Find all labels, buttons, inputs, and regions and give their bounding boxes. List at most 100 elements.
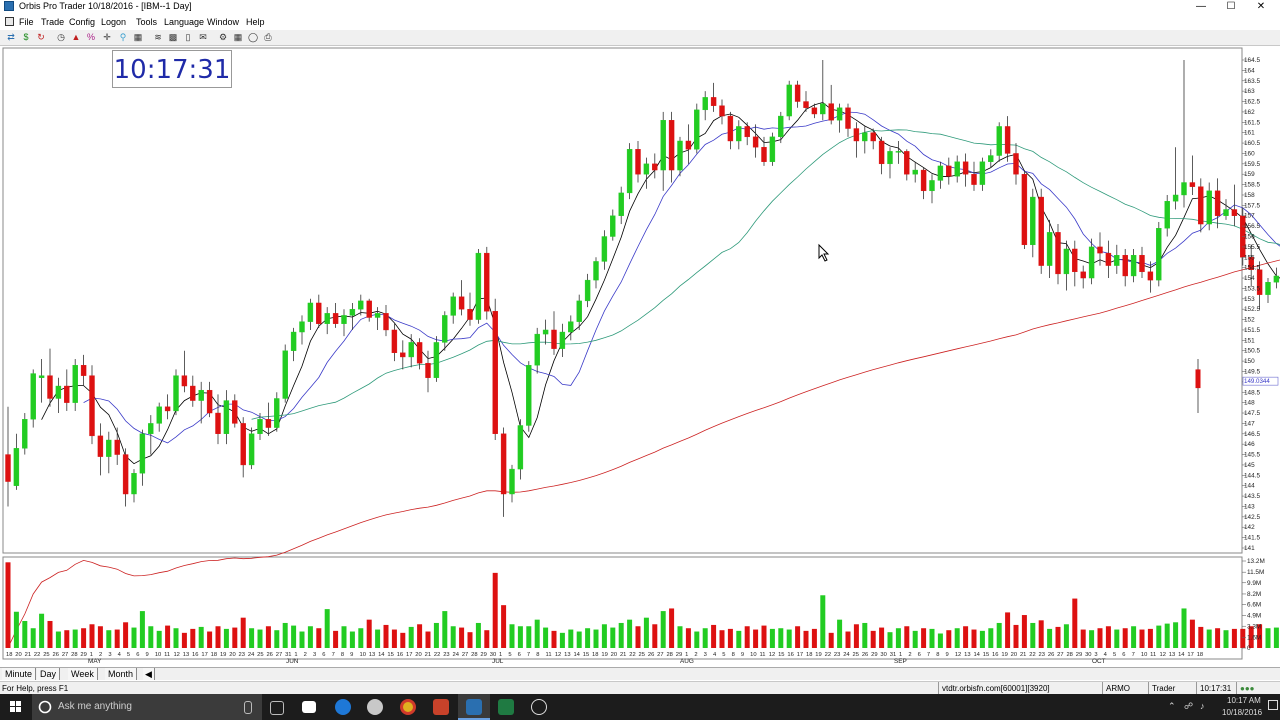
- price-tick-label: 141: [1244, 545, 1255, 552]
- day-label: 27: [462, 652, 468, 658]
- volume-bar: [678, 626, 683, 648]
- taskbar-date[interactable]: 10/18/2016: [1222, 706, 1262, 719]
- tab-scroll-icon[interactable]: ◀: [143, 668, 155, 680]
- menu-trade[interactable]: Trade: [41, 14, 64, 30]
- menu-logon[interactable]: Logon: [101, 14, 126, 30]
- line-chart-icon[interactable]: ≋: [153, 32, 163, 42]
- grid-icon[interactable]: ▦: [133, 32, 143, 42]
- candle-down: [1005, 126, 1010, 153]
- day-label: 14: [378, 652, 385, 658]
- day-label: 5: [127, 652, 130, 658]
- edge-icon[interactable]: [335, 699, 351, 715]
- volume-icon[interactable]: ♪: [1200, 701, 1205, 711]
- title-bar: Orbis Pro Trader 10/18/2016 - [IBM--1 Da…: [0, 0, 1280, 13]
- volume-bar: [552, 631, 557, 648]
- candle-up: [988, 156, 993, 162]
- layout-icon[interactable]: ▦: [233, 32, 243, 42]
- candle-up: [862, 133, 867, 141]
- candle-up: [249, 434, 254, 465]
- menu-help[interactable]: Help: [246, 14, 265, 30]
- orbis-taskbar-item[interactable]: [458, 694, 490, 720]
- menu-config[interactable]: Config: [69, 14, 95, 30]
- day-label: 20: [415, 652, 421, 658]
- bar-chart-icon[interactable]: ▩: [168, 32, 178, 42]
- tab-minute[interactable]: Minute: [2, 668, 36, 680]
- maximize-icon[interactable]: ☐: [1216, 0, 1246, 13]
- settings-app-icon[interactable]: [367, 699, 383, 715]
- store-icon[interactable]: [302, 701, 316, 713]
- price-tick-label: 158.5: [1244, 182, 1260, 189]
- microphone-icon[interactable]: [244, 701, 252, 714]
- powerpoint-icon[interactable]: [433, 699, 449, 715]
- app-icon-generic[interactable]: [531, 699, 547, 715]
- volume-bar: [1232, 629, 1237, 648]
- network-icon[interactable]: ☍: [1184, 701, 1193, 712]
- candle-down: [753, 137, 758, 147]
- mail-icon[interactable]: ✉: [198, 32, 208, 42]
- chart-up-icon[interactable]: ▲: [71, 32, 81, 42]
- zoom-icon[interactable]: ⚲: [118, 32, 128, 42]
- tab-day[interactable]: Day: [37, 668, 60, 680]
- chrome-icon[interactable]: [400, 699, 416, 715]
- volume-bar: [946, 630, 951, 648]
- candle-up: [535, 334, 540, 365]
- day-label: 5: [1113, 652, 1116, 658]
- volume-bar: [1014, 625, 1019, 648]
- candle-up: [325, 313, 330, 323]
- price-tick-label: 164: [1244, 67, 1255, 74]
- volume-bar: [1198, 627, 1203, 648]
- volume-tick-label: 6.6M: [1247, 602, 1261, 609]
- status-bar: For Help, press F1 vtdtr.orbisfn.com[600…: [0, 681, 1280, 695]
- tools-icon[interactable]: ✛: [102, 32, 112, 42]
- price-tick-label: 161: [1244, 130, 1255, 137]
- candle-down: [1072, 249, 1077, 272]
- percent-icon[interactable]: %: [86, 32, 96, 42]
- day-label: 17: [201, 652, 207, 658]
- document-icon[interactable]: [5, 17, 14, 26]
- menu-language[interactable]: Language: [164, 14, 204, 30]
- day-label: 21: [1020, 652, 1026, 658]
- tab-week[interactable]: Week: [68, 668, 98, 680]
- dollar-icon[interactable]: $: [21, 32, 31, 42]
- tab-month[interactable]: Month: [105, 668, 137, 680]
- clock-icon[interactable]: ◷: [56, 32, 66, 42]
- print-icon[interactable]: ⎙: [263, 32, 273, 42]
- menu-tools[interactable]: Tools: [136, 14, 157, 30]
- refresh-icon[interactable]: ↻: [36, 32, 46, 42]
- task-view-icon[interactable]: [270, 701, 284, 715]
- taskbar-search[interactable]: Ask me anything: [32, 694, 262, 720]
- menu-file[interactable]: File: [19, 14, 34, 30]
- day-label: 9: [946, 652, 949, 658]
- volume-bar: [804, 631, 809, 648]
- day-label: 7: [332, 652, 335, 658]
- settings-icon[interactable]: ⚙: [218, 32, 228, 42]
- day-label: 25: [639, 652, 645, 658]
- minimize-icon[interactable]: —: [1186, 0, 1216, 13]
- price-tick-label: 154: [1244, 275, 1255, 282]
- quote-icon[interactable]: ⇄: [6, 32, 16, 42]
- volume-bar: [661, 611, 666, 648]
- candle-down: [972, 174, 977, 184]
- candle-up: [703, 97, 708, 109]
- day-label: 14: [573, 652, 580, 658]
- candle-down: [921, 170, 926, 191]
- volume-bar: [829, 633, 834, 648]
- menu-window[interactable]: Window: [207, 14, 239, 30]
- close-icon[interactable]: ✕: [1246, 0, 1276, 13]
- excel-icon[interactable]: [498, 699, 514, 715]
- candle-up: [375, 313, 380, 317]
- price-chart[interactable]: 164.5164163.5163162.5162161.5161160.5160…: [0, 46, 1280, 666]
- candle-down: [64, 386, 69, 403]
- day-label: 12: [955, 652, 961, 658]
- candle-down: [686, 141, 691, 149]
- start-button[interactable]: [0, 694, 32, 720]
- day-label: 16: [192, 652, 198, 658]
- volume-bar: [644, 618, 649, 648]
- price-tick-label: 159.5: [1244, 161, 1260, 168]
- candle-chart-icon[interactable]: ▯: [183, 32, 193, 42]
- tray-chevron-icon[interactable]: ⌃: [1168, 701, 1176, 712]
- help-icon[interactable]: ◯: [248, 32, 258, 42]
- candle-up: [157, 407, 162, 424]
- notifications-icon[interactable]: [1268, 700, 1278, 710]
